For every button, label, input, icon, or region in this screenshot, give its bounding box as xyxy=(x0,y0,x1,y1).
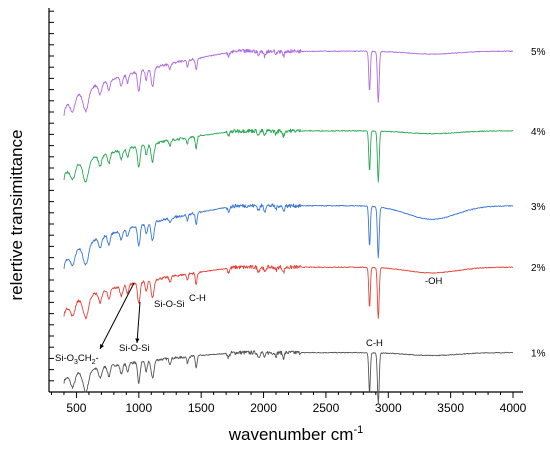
peak-annotation: Si-O3CH2- xyxy=(55,353,99,366)
series-label: 4% xyxy=(531,127,546,138)
x-tick-label: 1000 xyxy=(125,401,152,415)
annotation-arrowhead xyxy=(135,338,140,343)
series-label: 5% xyxy=(531,47,546,58)
peak-annotation: -OH xyxy=(425,276,443,287)
annotations: Si-O3CH2- Si-O-Si Si-O-Si C-H C-H -OH xyxy=(55,276,443,366)
series-label: 1% xyxy=(531,349,546,360)
series-line-2 xyxy=(63,264,514,320)
peak-annotation: C-H xyxy=(189,293,206,304)
x-tick-label: 2000 xyxy=(250,401,277,415)
series-line-3 xyxy=(63,203,514,269)
series-line-4 xyxy=(63,128,514,183)
y-axis-title: relertive transimittance xyxy=(7,129,26,300)
annotation-arrow xyxy=(99,282,135,350)
x-axis-title: wavenumber cm-1 xyxy=(228,424,364,444)
spectra: 1% 2% 3% 4% 5% xyxy=(63,47,546,404)
series-label: 3% xyxy=(531,202,546,213)
x-tick-label: 2500 xyxy=(313,401,340,415)
series-line-5 xyxy=(63,48,514,116)
series-label: 2% xyxy=(531,263,546,274)
peak-annotation: Si-O-Si xyxy=(154,299,185,310)
x-tick-label: 1500 xyxy=(188,401,215,415)
peak-annotation: Si-O-Si xyxy=(119,343,150,354)
x-tick-label: 3000 xyxy=(375,401,402,415)
x-tick-label: 500 xyxy=(66,401,86,415)
series-line-1 xyxy=(63,350,514,404)
annotation-arrow xyxy=(136,301,141,344)
peak-annotation: C-H xyxy=(366,338,383,349)
x-tick-label: 3500 xyxy=(437,401,464,415)
axes: 500 1000 1500 2000 2500 3000 3500 4000 xyxy=(48,8,527,415)
annotation-arrowhead xyxy=(100,344,104,349)
x-tick-label: 4000 xyxy=(500,401,527,415)
